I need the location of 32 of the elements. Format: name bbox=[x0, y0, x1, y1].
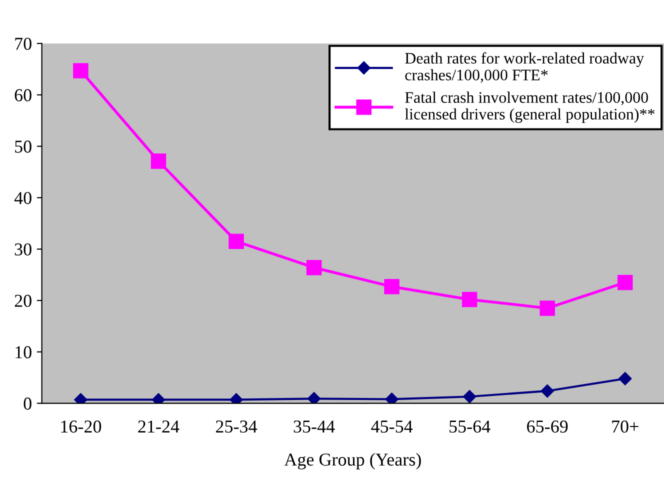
y-tick-label: 20 bbox=[14, 294, 32, 307]
point bbox=[384, 278, 400, 294]
x-tick-label: 25-34 bbox=[216, 420, 258, 433]
point bbox=[385, 392, 398, 404]
point bbox=[462, 292, 478, 308]
x-tick-label: 16-20 bbox=[61, 420, 102, 433]
point bbox=[306, 260, 322, 276]
legend-label: Fatal crash involvement rates/100,000 licensed drivers (general population)** bbox=[404, 92, 654, 123]
y-tick-label: 10 bbox=[16, 346, 32, 358]
x-axis-title: Age Group (Years) bbox=[284, 453, 421, 470]
y-tick-label: 40 bbox=[14, 192, 32, 204]
x-tick-label: 70+ bbox=[612, 420, 638, 433]
point bbox=[73, 63, 88, 78]
x-tick-label: 21-24 bbox=[138, 420, 180, 432]
point bbox=[540, 384, 554, 398]
point bbox=[228, 234, 244, 250]
y-tick-label: 30 bbox=[14, 243, 32, 256]
y-tick-label: 0 bbox=[24, 398, 32, 410]
x-tick-label: 45-54 bbox=[371, 420, 413, 433]
x-tick-label: 35-44 bbox=[294, 420, 335, 433]
point bbox=[462, 390, 476, 404]
x-tick-label: 65-69 bbox=[527, 420, 568, 433]
point bbox=[618, 372, 632, 386]
point bbox=[307, 392, 321, 404]
legend-label: Death rates for work-related roadway crashes/100,000 FTE* bbox=[405, 52, 644, 83]
y-tick-label: 50 bbox=[15, 140, 32, 153]
x-tick-label: 55-64 bbox=[450, 420, 490, 433]
y-tick-label: 70 bbox=[15, 38, 32, 50]
y-tick-label: 60 bbox=[14, 89, 32, 102]
point bbox=[150, 154, 166, 169]
point bbox=[540, 300, 555, 316]
point bbox=[617, 274, 633, 290]
